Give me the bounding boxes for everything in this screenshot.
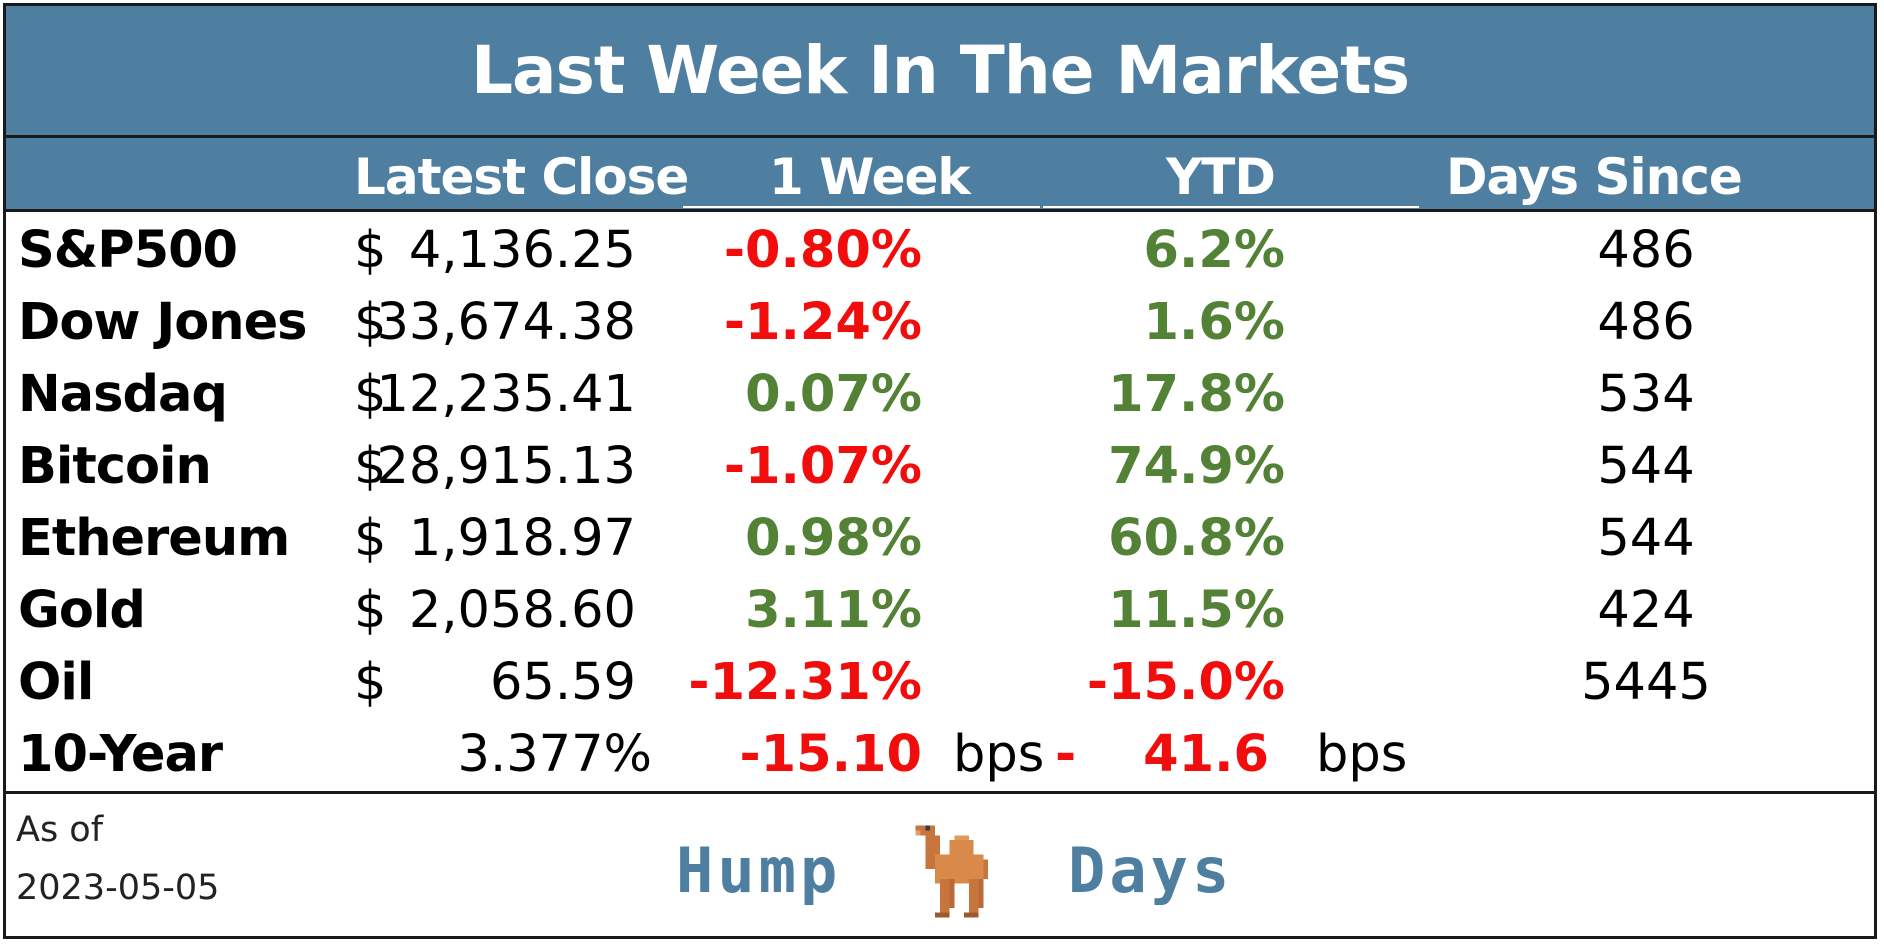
header-days-since-peak: Days Since Peak bbox=[1446, 148, 1743, 264]
one-week-change: -1.24% bbox=[723, 293, 922, 352]
currency-symbol: $ bbox=[354, 293, 387, 352]
latest-close-value: 1,918.97 bbox=[408, 509, 636, 568]
latest-close-value: 28,915.13 bbox=[376, 437, 636, 496]
currency-symbol: $ bbox=[354, 437, 387, 496]
one-week-change: 0.98% bbox=[745, 509, 922, 568]
days-since-peak-value: 5445 bbox=[1581, 653, 1711, 712]
asset-name: Dow Jones bbox=[18, 293, 308, 352]
ytd-change: 11.5% bbox=[1108, 581, 1285, 640]
one-week-change: -1.07% bbox=[723, 437, 922, 496]
ytd-change: 1.6% bbox=[1143, 293, 1285, 352]
table-row: Bitcoin $ 28,915.13 -1.07% 74.9% 544 bbox=[6, 431, 1874, 503]
days-since-peak-value: 486 bbox=[1597, 221, 1695, 280]
currency-symbol: $ bbox=[354, 653, 387, 712]
latest-close-value: 2,058.60 bbox=[408, 581, 636, 640]
table-row: Dow Jones $ 33,674.38 -1.24% 1.6% 486 bbox=[6, 287, 1874, 359]
days-since-peak-value: 544 bbox=[1597, 509, 1695, 568]
ytd-change: 17.8% bbox=[1108, 365, 1285, 424]
yield-value: 3.377% bbox=[457, 725, 652, 784]
title-bar: Last Week In The Markets bbox=[6, 6, 1874, 138]
table-row: Ethereum $ 1,918.97 0.98% 60.8% 544 bbox=[6, 503, 1874, 575]
table-row: S&P500 $ 4,136.25 -0.80% 6.2% 486 bbox=[6, 215, 1874, 287]
latest-close-value: 33,674.38 bbox=[376, 293, 636, 352]
ytd-change: 74.9% bbox=[1108, 437, 1285, 496]
ytd-change: 6.2% bbox=[1143, 221, 1285, 280]
header-underline bbox=[1043, 206, 1419, 208]
asset-name: S&P500 bbox=[18, 221, 238, 280]
one-week-change-bps: -15.10 bbox=[739, 725, 922, 784]
page-title: Last Week In The Markets bbox=[471, 32, 1410, 109]
header-ytd: YTD bbox=[1166, 148, 1276, 206]
table-row: Nasdaq $ 12,235.41 0.07% 17.8% 534 bbox=[6, 359, 1874, 431]
asset-name: Bitcoin bbox=[18, 437, 212, 496]
header-underline bbox=[683, 206, 1040, 208]
table-row-10-year: 10-Year 3.377% -15.10 bps - 41.6 bps bbox=[6, 719, 1874, 791]
one-week-change: 0.07% bbox=[745, 365, 922, 424]
currency-symbol: $ bbox=[354, 509, 387, 568]
ytd-sign: - bbox=[1055, 725, 1077, 784]
table-row: Oil $ 65.59 -12.31% -15.0% 5445 bbox=[6, 647, 1874, 719]
one-week-change: -0.80% bbox=[723, 221, 922, 280]
days-since-peak-value: 544 bbox=[1597, 437, 1695, 496]
as-of-label: As of bbox=[16, 810, 104, 850]
markets-table: Last Week In The Markets Latest Close 1 … bbox=[3, 3, 1877, 939]
one-week-change: 3.11% bbox=[745, 581, 922, 640]
camel-logo-icon bbox=[915, 825, 989, 918]
latest-close-value: 65.59 bbox=[489, 653, 636, 712]
asset-name: Oil bbox=[18, 653, 94, 712]
logo-text-hump: Hump bbox=[676, 834, 842, 907]
logo-text-days: Days bbox=[1068, 834, 1234, 907]
ytd-unit: bps bbox=[1316, 725, 1408, 784]
header-latest-close: Latest Close bbox=[354, 148, 689, 206]
header-1-week: 1 Week bbox=[769, 148, 971, 206]
ytd-change: 60.8% bbox=[1108, 509, 1285, 568]
currency-symbol: $ bbox=[354, 221, 387, 280]
ytd-change: -15.0% bbox=[1086, 653, 1285, 712]
column-header-row: Latest Close 1 Week YTD Days Since Peak bbox=[6, 138, 1874, 264]
currency-symbol: $ bbox=[354, 581, 387, 640]
one-week-unit: bps bbox=[953, 725, 1045, 784]
currency-symbol: $ bbox=[354, 365, 387, 424]
days-since-peak-value: 424 bbox=[1597, 581, 1695, 640]
ytd-change-bps: 41.6 bbox=[1143, 725, 1269, 784]
asset-name: Gold bbox=[18, 581, 146, 640]
asset-name: Ethereum bbox=[18, 509, 290, 568]
one-week-change: -12.31% bbox=[688, 653, 922, 712]
table-row: Gold $ 2,058.60 3.11% 11.5% 424 bbox=[6, 575, 1874, 647]
days-since-peak-value: 486 bbox=[1597, 293, 1695, 352]
asset-name: 10-Year bbox=[18, 725, 223, 784]
latest-close-value: 12,235.41 bbox=[376, 365, 636, 424]
footer: As of 2023-05-05 Hump Days bbox=[6, 791, 1874, 936]
latest-close-value: 4,136.25 bbox=[408, 221, 636, 280]
as-of-date: 2023-05-05 bbox=[16, 868, 220, 908]
days-since-peak-value: 534 bbox=[1597, 365, 1695, 424]
asset-name: Nasdaq bbox=[18, 365, 228, 424]
